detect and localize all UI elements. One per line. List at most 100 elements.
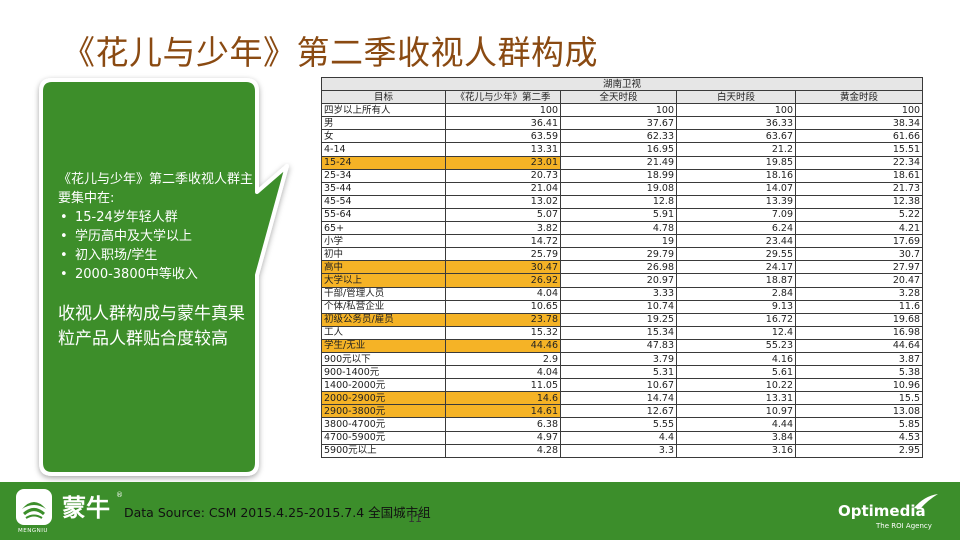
table-cell: 10.96 [794, 378, 924, 393]
table-cell: 14.07 [676, 181, 796, 196]
table-cell: 100 [445, 103, 561, 118]
table-cell: 37.67 [560, 116, 677, 131]
table-row: 2900-3800元 14.61 12.67 10.97 13.08 [321, 404, 924, 419]
callout-bullet: 学历高中及大学以上 [58, 227, 258, 246]
row-label: 大学以上 [321, 273, 446, 288]
row-label: 个体/私营企业 [321, 299, 446, 314]
row-label: 4-14 [321, 142, 446, 157]
row-label: 女 [321, 129, 446, 144]
row-label: 15-24 [321, 155, 446, 170]
row-label: 4700-5900元 [321, 430, 446, 445]
callout-text: 《花儿与少年》第二季收视人群主要集中在: 15-24岁年轻人群 学历高中及大学以… [58, 170, 258, 352]
table-cell: 23.01 [445, 155, 561, 170]
table-cell: 38.34 [794, 116, 924, 131]
mengniu-logo-icon [16, 489, 52, 525]
agency-tagline: The ROI Agency [876, 522, 932, 530]
row-label: 工人 [321, 325, 446, 340]
table-row: 2000-2900元 14.6 14.74 13.31 15.5 [321, 391, 924, 406]
table-cell: 3.87 [794, 351, 924, 367]
table-cell: 17.69 [794, 234, 924, 249]
table-group-header-row: 湖南卫视 [320, 76, 924, 92]
table-cell: 36.41 [445, 116, 561, 131]
row-label: 35-44 [321, 181, 446, 196]
table-cell: 12.8 [560, 194, 677, 209]
callout-bullet: 15-24岁年轻人群 [58, 208, 258, 227]
table-cell: 22.34 [794, 155, 924, 170]
callout-bullet-list: 15-24岁年轻人群 学历高中及大学以上 初入职场/学生 2000-3800中等… [58, 208, 258, 284]
column-header: 黄金时段 [794, 90, 924, 105]
table-cell: 27.97 [794, 260, 924, 275]
table-cell: 3.33 [560, 286, 677, 301]
row-label: 25-34 [321, 168, 446, 183]
agency-logo-text: Optimedia [838, 502, 926, 520]
table-cell: 61.66 [794, 129, 924, 144]
footer-bar [0, 482, 960, 540]
table-cell: 19.25 [560, 312, 677, 327]
table-cell: 10.67 [560, 378, 677, 393]
row-label: 65+ [321, 221, 446, 236]
table-row: 初级公务员/雇员 23.78 19.25 16.72 19.68 [321, 312, 924, 327]
table-cell: 18.61 [794, 168, 924, 183]
audience-table-container: 湖南卫视 目标 《花儿与少年》第二季 全天时段 白天时段 黄金时段 四岁以上所有… [320, 76, 924, 458]
table-cell: 12.38 [794, 194, 924, 209]
table-cell: 4.53 [794, 430, 924, 445]
table-row: 65+ 3.82 4.78 6.24 4.21 [321, 221, 924, 236]
table-row: 小学 14.72 19 23.44 17.69 [321, 234, 924, 249]
table-row: 初中 25.79 29.79 29.55 30.7 [321, 247, 924, 262]
brand-registered-mark: ® [116, 491, 123, 499]
table-cell: 14.72 [445, 234, 561, 249]
row-label: 干部/管理人员 [321, 286, 446, 301]
table-cell: 4.16 [676, 351, 796, 367]
table-cell: 20.73 [445, 168, 561, 183]
table-cell: 4.04 [445, 365, 561, 380]
table-cell: 55.23 [676, 338, 796, 353]
table-row: 55-64 5.07 5.91 7.09 5.22 [321, 207, 924, 223]
table-cell: 30.7 [794, 247, 924, 262]
table-cell: 26.92 [445, 273, 561, 288]
table-cell: 18.87 [676, 273, 796, 288]
page-number: 11 [408, 512, 422, 525]
table-cell: 3.16 [676, 443, 796, 458]
table-cell: 12.67 [560, 404, 677, 419]
table-cell: 20.97 [560, 273, 677, 288]
table-cell: 19.85 [676, 155, 796, 170]
table-body: 四岁以上所有人 100 100 100 100 男 36.41 37.67 36.33 38.34… [321, 103, 924, 458]
table-cell: 5.91 [560, 207, 677, 223]
table-cell: 15.5 [794, 391, 924, 406]
table-row: 1400-2000元 11.05 10.67 10.22 10.96 [321, 378, 924, 393]
table-cell: 21.2 [676, 142, 796, 157]
table-cell: 5.31 [560, 365, 677, 380]
column-header: 目标 [321, 90, 446, 105]
table-cell: 5.07 [445, 207, 561, 223]
table-cell: 13.08 [794, 404, 924, 419]
table-cell: 21.49 [560, 155, 677, 170]
table-cell: 14.6 [445, 391, 561, 406]
table-cell: 6.38 [445, 417, 561, 432]
table-cell: 3.84 [676, 430, 796, 445]
brand-tagline: MENGNIU [18, 528, 48, 534]
table-row: 学生/无业 44.46 47.83 55.23 44.64 [321, 338, 924, 353]
audience-table: 湖南卫视 目标 《花儿与少年》第二季 全天时段 白天时段 黄金时段 四岁以上所有… [320, 76, 924, 458]
row-label: 55-64 [321, 207, 446, 223]
table-row: 15-24 23.01 21.49 19.85 22.34 [321, 155, 924, 170]
table-cell: 16.72 [676, 312, 796, 327]
table-cell: 15.32 [445, 325, 561, 340]
row-label: 男 [321, 116, 446, 131]
table-cell: 4.4 [560, 430, 677, 445]
table-cell: 4.21 [794, 221, 924, 236]
table-cell: 5.38 [794, 365, 924, 380]
table-cell: 21.73 [794, 181, 924, 196]
table-group-header: 湖南卫视 [320, 76, 924, 92]
table-cell: 10.74 [560, 299, 677, 314]
table-cell: 4.44 [676, 417, 796, 432]
row-label: 初中 [321, 247, 446, 262]
table-cell: 11.05 [445, 378, 561, 393]
row-label: 2000-2900元 [321, 391, 446, 406]
table-cell: 7.09 [676, 207, 796, 223]
table-cell: 16.95 [560, 142, 677, 157]
table-cell: 23.44 [676, 234, 796, 249]
table-row: 4700-5900元 4.97 4.4 3.84 4.53 [321, 430, 924, 445]
table-row: 25-34 20.73 18.99 18.16 18.61 [321, 168, 924, 183]
table-row: 个体/私营企业 10.65 10.74 9.13 11.6 [321, 299, 924, 314]
table-row: 900-1400元 4.04 5.31 5.61 5.38 [321, 365, 924, 380]
